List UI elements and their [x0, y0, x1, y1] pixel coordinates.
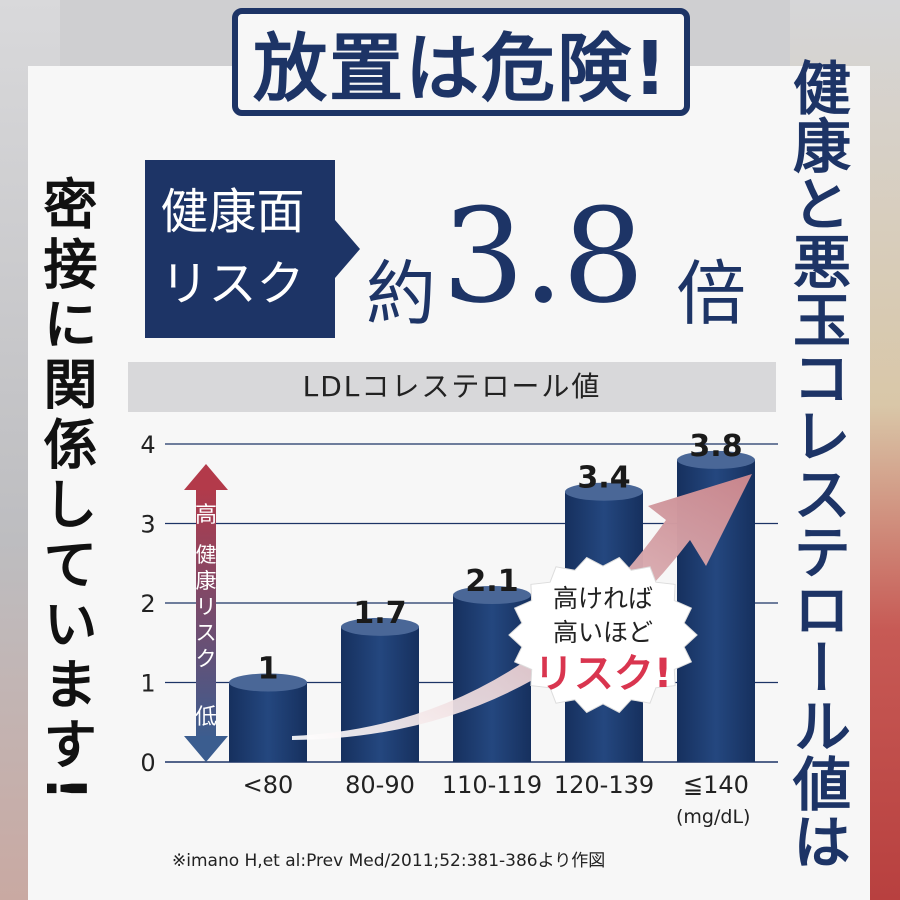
bar-value-label: 1.7	[353, 596, 406, 631]
y-tick-label: 1	[140, 670, 155, 698]
callout-line1: 高ければ	[553, 584, 653, 613]
risk-label-line2: リスク	[160, 256, 305, 312]
x-tick-label: 120-139	[554, 771, 654, 799]
chart-title-bar	[128, 362, 776, 412]
callout-line2: 高いほど	[553, 618, 653, 647]
left-vertical-text: 密接に関係しています!	[34, 176, 97, 807]
risk-arrow-shaft	[196, 486, 216, 740]
bar	[229, 682, 307, 762]
risk-arrow-middle-char: ク	[196, 647, 217, 671]
risk-arrow-middle-char: 健	[196, 543, 217, 567]
multiplier-value: 3.8	[442, 180, 645, 332]
risk-arrow-middle-char: リ	[196, 595, 217, 619]
multiplier-suffix: 倍	[676, 253, 746, 335]
x-axis-unit: (mg/dL)	[676, 806, 751, 828]
bar-top	[229, 673, 307, 692]
bar-top	[453, 586, 531, 605]
bar-value-label: 2.1	[465, 564, 518, 599]
risk-arrow-top-label: 高	[195, 503, 217, 528]
callout-emphasis: リスク!	[534, 651, 672, 697]
risk-arrow-down-head	[184, 736, 228, 762]
risk-arrow-middle-char: ス	[196, 621, 217, 645]
trend-arrow	[292, 474, 752, 740]
bar-value-label: 3.4	[577, 461, 630, 496]
bar-value-label: 3.8	[689, 429, 742, 464]
y-tick-label: 4	[140, 431, 155, 459]
headline-text: 放置は危険!	[253, 25, 669, 112]
risk-arrow-bottom-label: 低	[195, 705, 217, 730]
multiplier-prefix: 約	[366, 253, 436, 335]
risk-label-line1: 健康面	[160, 184, 305, 240]
bar	[341, 626, 419, 762]
risk-label-text: 健康面 リスク	[145, 176, 320, 320]
x-tick-label: <80	[243, 771, 294, 799]
x-tick-label: 110-119	[442, 771, 542, 799]
bar-top	[677, 450, 755, 469]
headline-banner: 放置は危険!	[232, 8, 690, 116]
risk-arrow-up-head	[184, 464, 228, 490]
risk-arrow-middle-char: 康	[196, 569, 217, 593]
x-tick-label: ≦140	[683, 771, 749, 799]
y-tick-label: 0	[140, 749, 155, 777]
bar-top	[341, 617, 419, 636]
callout-burst	[508, 556, 698, 714]
y-tick-label: 2	[140, 590, 155, 618]
right-vertical-text: 健康と悪玉コレステロール値は	[783, 58, 851, 870]
chart-title: LDLコレステロール値	[302, 370, 602, 403]
risk-label-box	[145, 160, 360, 338]
bar-top	[565, 482, 643, 501]
bar-value-label: 1	[258, 652, 279, 687]
y-tick-label: 3	[140, 511, 155, 539]
x-tick-label: 80-90	[345, 771, 415, 799]
citation: ※imano H,et al:Prev Med/2011;52:381-386よ…	[172, 851, 606, 871]
